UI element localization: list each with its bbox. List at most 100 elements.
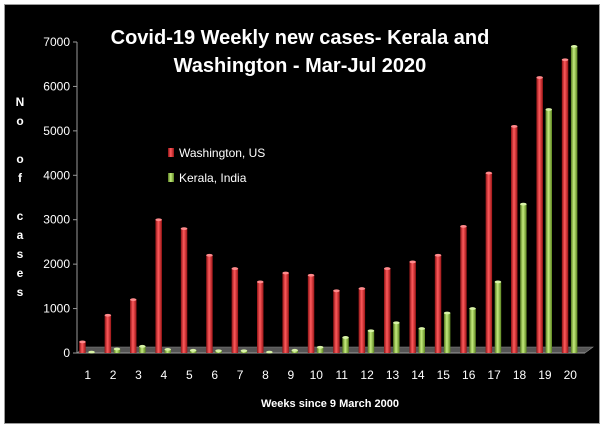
x-tick-label: 2 (110, 368, 117, 382)
bar-washington (180, 228, 188, 353)
bar-top-washington (358, 287, 366, 290)
x-tick-label: 10 (310, 368, 324, 382)
bar-top-washington (231, 267, 239, 270)
bar-kerala (393, 322, 400, 353)
bar-top-washington (206, 253, 213, 257)
bar-kerala (443, 313, 451, 353)
bar-kerala (164, 349, 171, 353)
bar-top-washington (130, 298, 137, 302)
y-axis-label-char: c (17, 209, 24, 223)
bar-washington (206, 255, 213, 353)
y-tick-label: 0 (63, 346, 70, 360)
bar-washington (79, 341, 86, 353)
x-tick-label: 15 (437, 368, 451, 382)
y-tick-label: 5000 (43, 124, 70, 138)
x-tick-label: 14 (411, 368, 425, 382)
x-tick-label: 7 (237, 368, 244, 382)
bar-top-washington (485, 171, 493, 175)
x-tick-label: 12 (360, 368, 374, 382)
x-tick-label: 19 (538, 368, 552, 382)
x-tick-label: 3 (135, 368, 142, 382)
x-tick-label: 18 (513, 368, 527, 382)
y-tick-label: 4000 (43, 168, 70, 182)
bar-top-kerala (545, 108, 552, 111)
bar-washington (409, 261, 416, 353)
bar-top-washington (282, 271, 289, 275)
y-tick-label: 1000 (43, 302, 70, 316)
chart-title-line-1: Covid-19 Weekly new cases- Kerala and (111, 27, 490, 49)
bar-top-washington (307, 273, 315, 277)
x-tick-label: 4 (161, 368, 168, 382)
bar-top-kerala (240, 349, 248, 353)
bar-top-washington (257, 280, 264, 284)
x-tick-label: 20 (564, 368, 578, 382)
bar-top-kerala (520, 202, 527, 206)
bar-kerala (520, 204, 527, 353)
bar-top-kerala (113, 347, 121, 351)
bar-washington (130, 299, 137, 353)
x-tick-label: 5 (186, 368, 193, 382)
bar-kerala (139, 346, 146, 353)
bar-washington (104, 315, 112, 353)
chart-title-line-2: Washington - Mar-Jul 2020 (174, 55, 427, 77)
bar-top-washington (180, 227, 188, 231)
bar-top-kerala (342, 336, 349, 339)
y-axis-label-char: s (17, 247, 24, 261)
bar-kerala (316, 347, 324, 353)
bar-washington (384, 268, 391, 353)
bar-washington (155, 219, 162, 353)
legend-label-washington: Washington, US (179, 146, 265, 160)
x-tick-label: 17 (487, 368, 501, 382)
bar-top-kerala (266, 350, 273, 354)
bar-top-kerala (164, 348, 171, 351)
bar-washington (511, 126, 518, 354)
bar-kerala (367, 330, 375, 353)
y-axis-label-char: o (16, 152, 23, 166)
bar-washington (358, 288, 366, 353)
x-tick-label: 1 (84, 368, 91, 382)
bar-top-kerala (88, 350, 95, 354)
y-tick-label: 2000 (43, 257, 70, 271)
bar-top-washington (536, 76, 543, 79)
x-tick-label: 16 (462, 368, 476, 382)
bar-washington (282, 273, 289, 353)
bar-washington (485, 173, 493, 353)
bar-kerala (113, 349, 121, 353)
x-tick-label: 13 (386, 368, 400, 382)
bar-top-kerala (139, 344, 146, 348)
y-tick-label: 6000 (43, 79, 70, 93)
bar-top-kerala (418, 327, 425, 330)
bar-top-washington (79, 340, 86, 344)
legend-label-kerala: Kerala, India (179, 171, 247, 185)
bar-top-washington (460, 224, 467, 228)
bar-top-kerala (291, 348, 298, 352)
bar-kerala (494, 281, 502, 353)
y-tick-label: 3000 (43, 213, 70, 227)
bar-top-kerala (570, 45, 578, 48)
bar-top-kerala (189, 348, 197, 352)
y-axis-label-char: a (17, 228, 24, 242)
y-axis-label-char: e (17, 266, 24, 280)
bar-kerala (418, 328, 425, 353)
legend-swatch-kerala (168, 173, 174, 182)
bar-washington (231, 268, 239, 353)
y-tick-label: 7000 (43, 35, 70, 49)
bar-top-kerala (215, 349, 222, 353)
bar-top-kerala (367, 329, 375, 333)
bar-top-kerala (494, 280, 502, 284)
bar-kerala (545, 109, 552, 353)
x-tick-label: 11 (335, 368, 348, 382)
bar-washington (561, 59, 569, 354)
bar-washington (536, 77, 543, 354)
bar-top-kerala (316, 345, 324, 349)
bar-washington (307, 275, 315, 353)
bar-top-washington (434, 253, 442, 257)
bar-washington (434, 255, 442, 353)
bar-top-kerala (393, 321, 400, 325)
bar-washington (333, 290, 340, 353)
bar-top-washington (561, 58, 569, 62)
bar-washington (257, 281, 264, 353)
